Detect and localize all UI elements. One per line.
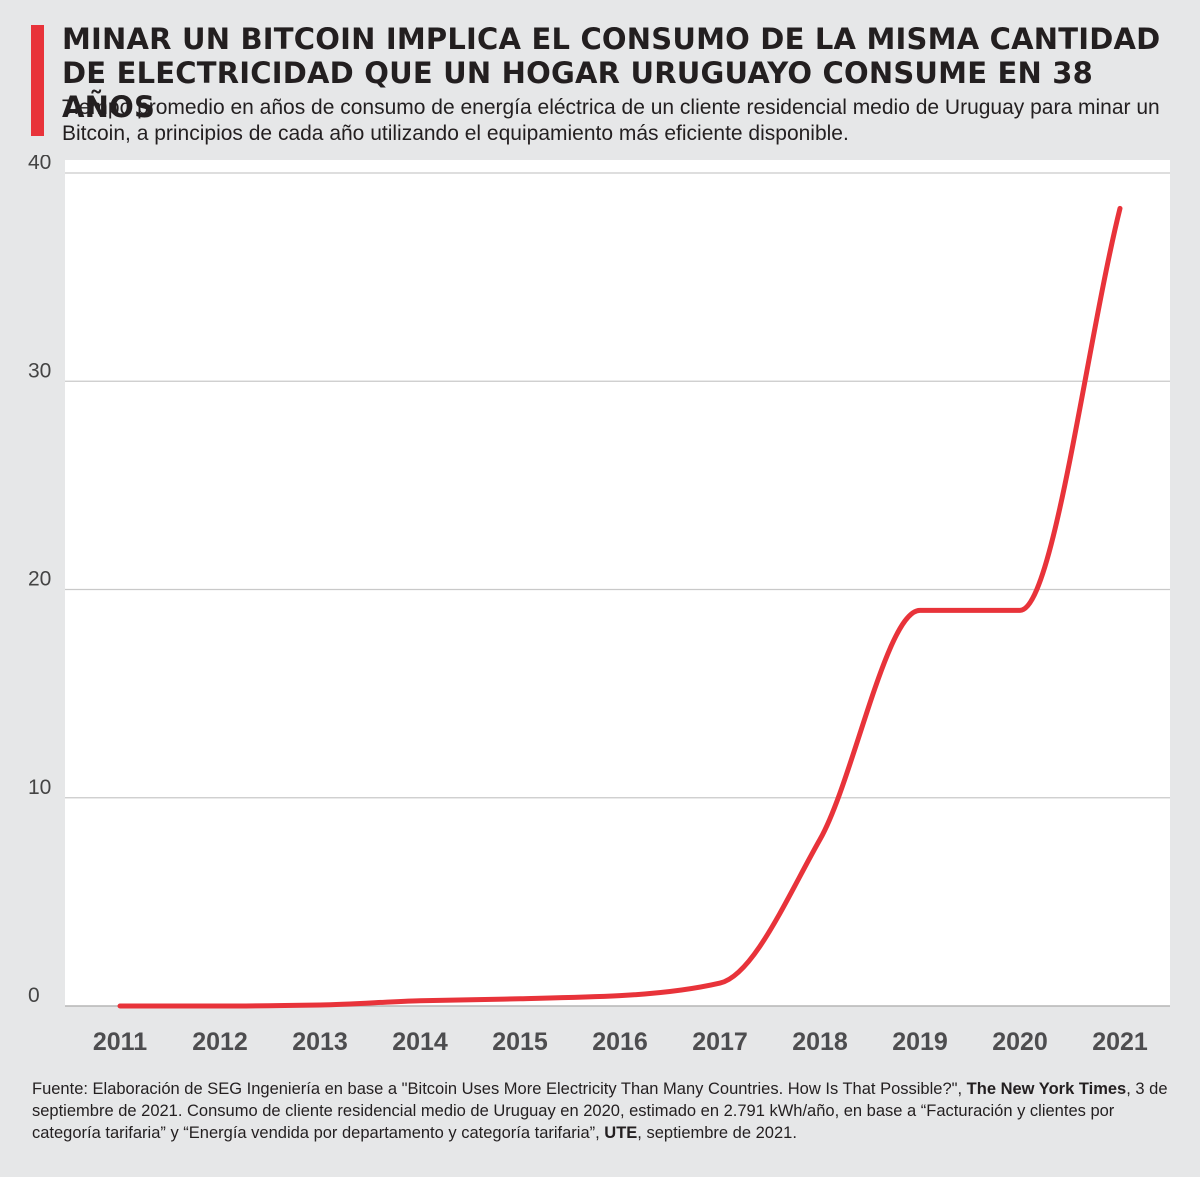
x-tick-label: 2021 xyxy=(1092,1028,1148,1056)
source-text-1: Fuente: Elaboración de SEG Ingeniería en… xyxy=(32,1080,967,1098)
chart-title: MINAR UN BITCOIN IMPLICA EL CONSUMO DE L… xyxy=(62,22,1161,124)
x-tick-label: 2020 xyxy=(992,1028,1048,1056)
x-tick-label: 2011 xyxy=(93,1028,147,1056)
y-tick-label: 30 xyxy=(28,359,51,382)
x-axis-tick-labels: 2011 2012 2013 2014 2015 2016 2017 2018 2019 2020… xyxy=(93,1028,1148,1056)
y-tick-label: 20 xyxy=(28,568,51,591)
y-tick-label: 10 xyxy=(28,776,51,799)
x-tick-label: 2014 xyxy=(392,1028,448,1056)
x-tick-label: 2013 xyxy=(292,1028,348,1056)
x-tick-label: 2016 xyxy=(592,1028,648,1056)
x-tick-label: 2017 xyxy=(692,1028,748,1056)
x-tick-label: 2012 xyxy=(192,1028,248,1056)
x-tick-label: 2018 xyxy=(792,1028,848,1056)
gridlines xyxy=(65,172,1170,1007)
y-tick-label: 0 xyxy=(28,984,40,1007)
y-axis-tick-labels: 0 10 20 30 40 xyxy=(28,155,51,1007)
chart-subtitle: Tiempo promedio en años de consumo de en… xyxy=(62,96,1160,145)
source-note: Fuente: Elaboración de SEG Ingeniería en… xyxy=(32,1078,1182,1144)
source-organization: UTE xyxy=(604,1124,638,1142)
series-line xyxy=(117,205,1123,1009)
title-accent-bar xyxy=(31,25,44,136)
source-text-2: , 3 de septiembre de 2021. Consumo de cl… xyxy=(32,1080,1168,1142)
y-tick-label: 40 xyxy=(28,155,51,174)
plot-area xyxy=(65,160,1170,1006)
source-publication: The New York Times xyxy=(966,1080,1127,1098)
source-text-3: , septiembre de 2021. xyxy=(637,1124,797,1142)
x-tick-label: 2015 xyxy=(492,1028,548,1056)
x-tick-label: 2019 xyxy=(892,1028,948,1056)
